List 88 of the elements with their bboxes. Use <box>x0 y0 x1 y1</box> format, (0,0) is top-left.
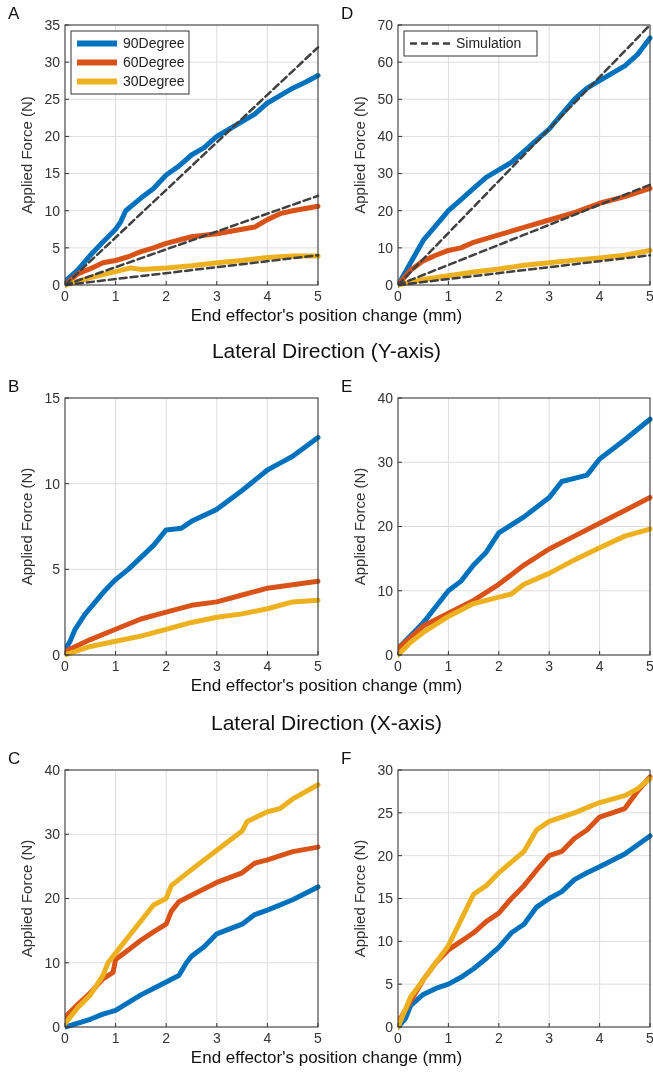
y-axis-title: Applied Force (N) <box>351 96 368 214</box>
x-tick-label: 2 <box>162 288 171 304</box>
chart-title: D <box>341 4 354 23</box>
y-tick-label: 10 <box>377 582 394 599</box>
y-tick-label: 60 <box>377 54 394 71</box>
y-tick-label: 40 <box>377 128 394 145</box>
x-tick-label: 2 <box>494 288 503 304</box>
legend-label: 90Degree <box>123 35 185 52</box>
x-tick-label: 5 <box>646 288 653 304</box>
y-tick-label: 15 <box>44 165 61 182</box>
x-tick-label: 1 <box>444 1030 453 1046</box>
x-tick-label: 2 <box>494 1030 503 1046</box>
y-tick-label: 15 <box>44 389 61 406</box>
x-tick-label: 3 <box>212 1030 221 1046</box>
y-tick-label: 30 <box>377 454 394 471</box>
x-axis-title: End effector's position change (mm) <box>190 306 463 325</box>
x-tick-label: 1 <box>111 1030 120 1046</box>
y-tick-label: 0 <box>52 1018 61 1035</box>
legend-label: Simulation <box>456 35 522 52</box>
chart-title: B <box>8 377 20 396</box>
x-tick-label: 4 <box>263 1030 272 1046</box>
x-tick-label: 5 <box>646 658 653 674</box>
y-tick-label: 30 <box>44 54 61 71</box>
y-tick-label: 25 <box>377 804 394 821</box>
x-tick-label: 4 <box>263 658 272 674</box>
x-tick-label: 2 <box>162 1030 171 1046</box>
x-tick-label: 4 <box>263 288 272 304</box>
y-tick-label: 10 <box>44 475 61 492</box>
y-axis-title: Applied Force (N) <box>18 96 35 214</box>
legend-label: 60Degree <box>123 54 185 71</box>
x-tick-label: 2 <box>162 658 171 674</box>
x-tick-label: 3 <box>545 1030 554 1046</box>
y-tick-label: 5 <box>52 239 61 256</box>
y-tick-label: 20 <box>377 847 394 864</box>
y-tick-label: 70 <box>377 16 394 33</box>
y-tick-label: 35 <box>44 16 61 33</box>
chart-subtitle: Lateral Direction (X-axis) <box>210 711 443 734</box>
x-tick-label: 5 <box>314 288 323 304</box>
y-tick-label: 10 <box>44 202 61 219</box>
y-tick-label: 30 <box>44 826 61 843</box>
x-tick-label: 1 <box>444 288 453 304</box>
y-tick-label: 20 <box>44 890 61 907</box>
x-tick-label: 1 <box>444 658 453 674</box>
y-tick-label: 10 <box>44 954 61 971</box>
y-axis-title: Applied Force (N) <box>351 467 368 586</box>
y-tick-label: 0 <box>52 276 61 293</box>
x-axis-title: End effector's position change (mm) <box>190 1048 463 1067</box>
y-tick-label: 25 <box>44 91 61 108</box>
chart-title: C <box>8 749 21 768</box>
y-tick-label: 0 <box>385 1018 394 1035</box>
chart-title: A <box>8 4 20 23</box>
y-axis-title: Applied Force (N) <box>351 839 368 958</box>
x-tick-label: 5 <box>314 1030 323 1046</box>
chart-subtitle: Lateral Direction (Y-axis) <box>211 339 442 362</box>
y-tick-label: 20 <box>377 202 394 219</box>
y-axis-title: Applied Force (N) <box>18 839 35 958</box>
x-tick-label: 3 <box>545 288 554 304</box>
y-tick-label: 30 <box>377 165 394 182</box>
x-tick-label: 4 <box>595 288 604 304</box>
y-tick-label: 0 <box>385 276 394 293</box>
x-tick-label: 3 <box>212 288 221 304</box>
y-tick-label: 20 <box>44 128 61 145</box>
y-tick-label: 0 <box>385 646 394 663</box>
x-tick-label: 4 <box>595 1030 604 1046</box>
legend-label: 30Degree <box>123 73 185 90</box>
y-tick-label: 10 <box>377 239 394 256</box>
y-tick-label: 5 <box>52 561 61 578</box>
y-tick-label: 10 <box>377 933 394 950</box>
x-tick-label: 3 <box>212 658 221 674</box>
y-tick-label: 15 <box>377 890 394 907</box>
chart-title: E <box>341 377 353 396</box>
x-tick-label: 2 <box>494 658 503 674</box>
y-tick-label: 20 <box>377 518 394 535</box>
x-tick-label: 3 <box>545 658 554 674</box>
chart-title: F <box>341 749 352 768</box>
x-tick-label: 5 <box>314 658 323 674</box>
x-tick-label: 1 <box>111 288 120 304</box>
x-axis-title: End effector's position change (mm) <box>190 676 463 695</box>
y-tick-label: 5 <box>385 976 394 993</box>
y-tick-label: 50 <box>377 91 394 108</box>
y-tick-label: 0 <box>52 646 61 663</box>
y-tick-label: 40 <box>44 761 61 778</box>
y-tick-label: 40 <box>377 389 394 406</box>
y-tick-label: 30 <box>377 761 394 778</box>
x-tick-label: 4 <box>595 658 604 674</box>
y-axis-title: Applied Force (N) <box>18 467 35 586</box>
x-tick-label: 5 <box>646 1030 653 1046</box>
x-tick-label: 1 <box>111 658 120 674</box>
